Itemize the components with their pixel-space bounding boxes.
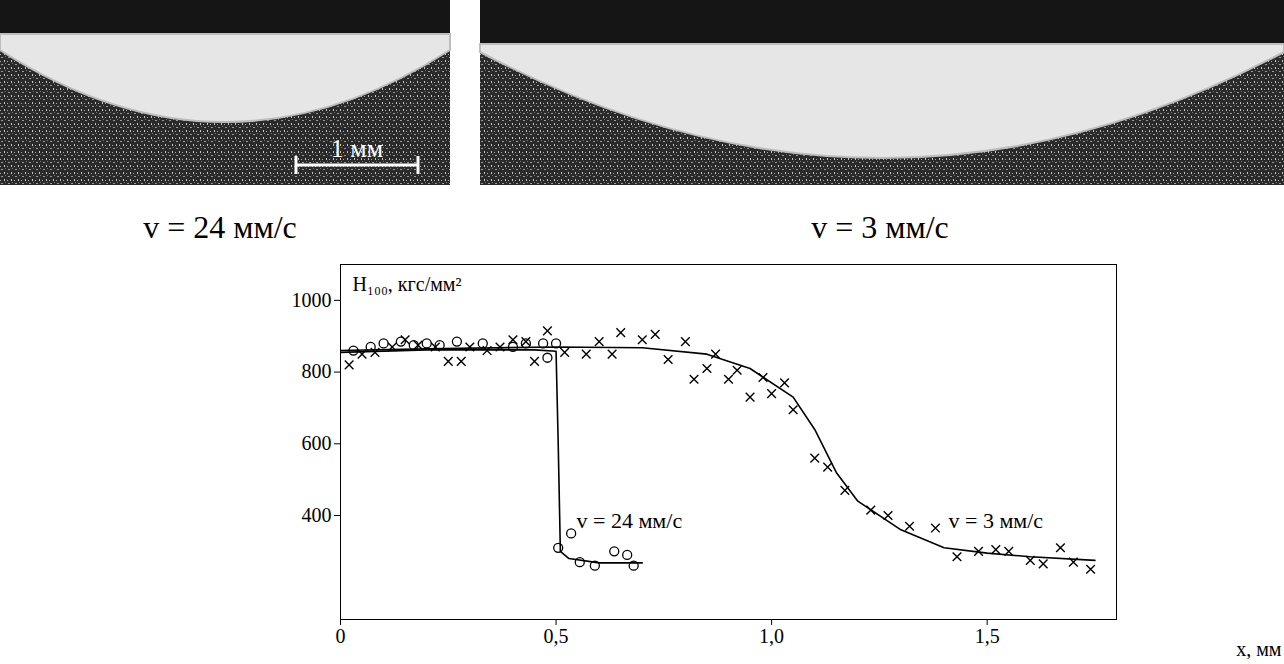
- svg-text:0,5: 0,5: [544, 625, 569, 647]
- svg-text:1000: 1000: [292, 289, 332, 311]
- svg-text:H₁₀₀, кгс/мм²: H₁₀₀, кгс/мм²: [353, 273, 462, 295]
- svg-text:v = 24 мм/с: v = 24 мм/с: [143, 209, 297, 245]
- svg-text:400: 400: [302, 504, 332, 526]
- svg-text:v = 24 мм/с: v = 24 мм/с: [577, 508, 683, 533]
- svg-text:1 мм: 1 мм: [331, 134, 383, 163]
- svg-text:600: 600: [302, 432, 332, 454]
- svg-text:1,0: 1,0: [759, 625, 784, 647]
- svg-text:0: 0: [336, 625, 346, 647]
- svg-text:v = 3 мм/с: v = 3 мм/с: [948, 508, 1043, 533]
- svg-text:1,5: 1,5: [975, 625, 1000, 647]
- svg-text:v = 3 мм/с: v = 3 мм/с: [811, 209, 949, 245]
- svg-text:800: 800: [302, 360, 332, 382]
- svg-text:x, мм: x, мм: [1236, 638, 1282, 660]
